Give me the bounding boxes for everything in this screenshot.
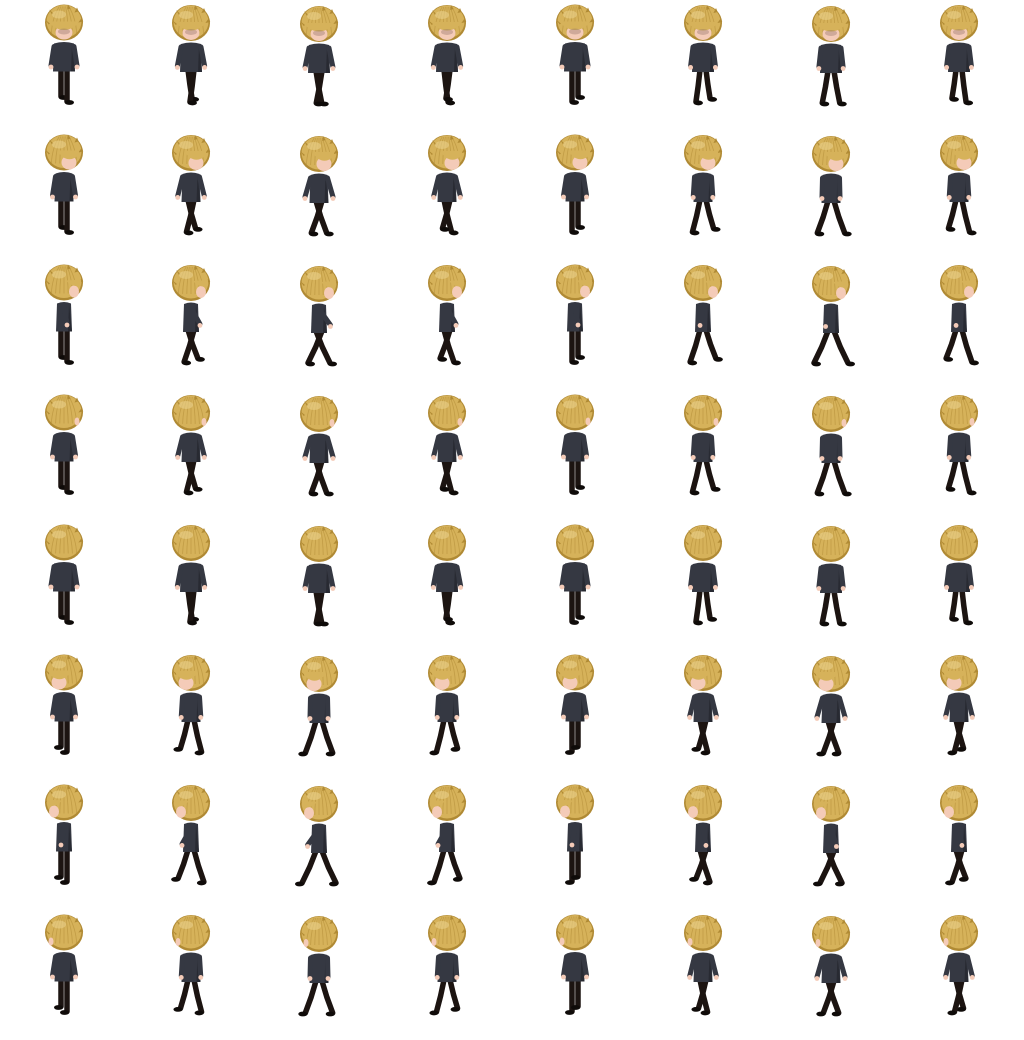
character-sprite-frame <box>812 916 851 1017</box>
character-sprite-frame <box>812 526 851 627</box>
character-sprite-frame <box>684 524 723 626</box>
character-sprite-frame <box>940 524 979 626</box>
character-sprite-frame <box>428 4 467 106</box>
character-sprite-frame <box>684 394 723 496</box>
character-sprite-frame <box>428 524 467 626</box>
character-sprite-frame <box>300 136 339 237</box>
character-sprite-frame <box>556 4 595 105</box>
character-sprite-frame <box>45 914 84 1015</box>
character-sprite-frame <box>812 656 851 757</box>
character-sprite-frame <box>684 784 723 886</box>
character-sprite-frame <box>428 654 467 756</box>
character-sprite-frame <box>684 134 723 236</box>
character-sprite-frame <box>300 396 339 497</box>
character-sprite-frame <box>45 4 84 105</box>
character-sprite-frame <box>428 394 467 496</box>
character-sprite-frame <box>556 654 595 755</box>
character-sprite-frame <box>428 914 467 1016</box>
character-sprite-frame <box>428 134 467 236</box>
character-sprite-frame <box>172 134 211 236</box>
character-sprite-frame <box>428 264 467 366</box>
character-sprite-frame <box>45 264 84 365</box>
character-sprite-frame <box>300 6 339 107</box>
character-sprite-frame <box>812 786 851 887</box>
character-sprite-frame <box>45 654 84 755</box>
character-sprite-frame <box>45 784 84 885</box>
character-sprite-frame <box>556 914 595 1015</box>
character-sprite-frame <box>940 654 979 756</box>
character-sprite-frame <box>684 914 723 1016</box>
character-sprite-frame <box>812 396 852 497</box>
character-sprite-frame <box>45 394 84 495</box>
character-sprite-frame <box>172 524 211 626</box>
character-sprite-frame <box>940 134 979 236</box>
character-sprite-frame <box>45 134 84 235</box>
character-sprite-frame <box>940 4 979 106</box>
character-sprite-frame <box>940 914 979 1016</box>
character-sprite-frame <box>298 916 339 1017</box>
character-sprite-frame <box>172 4 211 106</box>
character-sprite-frame <box>300 526 339 627</box>
character-sprite-frame <box>295 786 339 887</box>
character-sprite-frame <box>172 654 211 756</box>
character-sprite-frame <box>300 266 339 367</box>
character-sprite-frame <box>811 266 855 367</box>
character-sprite-frame <box>940 784 979 886</box>
character-sprite-frame <box>940 394 979 496</box>
character-sprite-frame <box>172 914 211 1016</box>
character-sprite-frame <box>684 264 723 366</box>
character-sprite-frame <box>171 784 211 886</box>
character-sprite-frame <box>556 134 595 235</box>
character-sprite-frame <box>172 264 211 366</box>
character-sprite-frame <box>45 524 84 625</box>
character-sprite-frame <box>556 264 595 365</box>
character-sprite-frame <box>427 784 467 886</box>
character-sprite-frame <box>556 784 595 885</box>
character-sprite-frame <box>812 6 851 107</box>
character-sprite-frame <box>940 264 979 366</box>
character-sprite-frame <box>684 4 723 106</box>
character-sprite-frame <box>684 654 723 756</box>
character-sprite-frame <box>172 394 211 496</box>
character-sprite-frame <box>812 136 852 237</box>
character-sprite-frame <box>556 394 595 495</box>
character-sprite-frame <box>298 656 339 757</box>
character-sprite-frame <box>556 524 595 625</box>
